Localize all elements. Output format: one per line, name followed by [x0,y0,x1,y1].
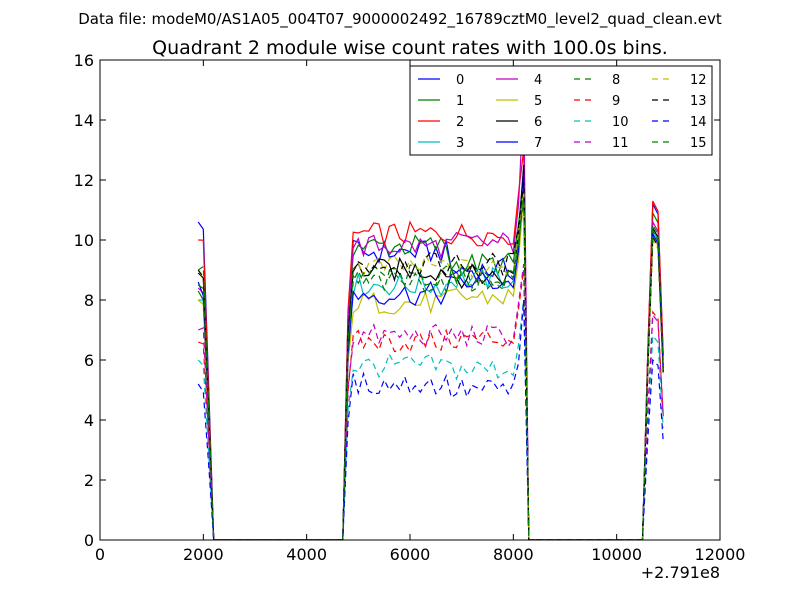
y-tick-label: 8 [84,291,94,310]
legend-label-1: 1 [456,94,464,109]
legend-label-7: 7 [534,136,542,151]
y-tick-label: 2 [84,471,94,490]
series-line-10 [197,299,664,540]
y-tick-label: 14 [74,111,94,130]
x-tick-label: 0 [95,545,105,564]
x-tick-label: 8000 [493,545,534,564]
chart-suptitle: Data file: modeM0/AS1A05_004T07_90000024… [78,10,722,29]
series-line-15 [197,200,664,540]
series-line-13 [197,182,664,540]
series-line-6 [197,164,664,540]
series-lines [197,95,664,540]
x-tick-label: 2000 [183,545,224,564]
x-tick-label: 12000 [695,545,746,564]
x-tick-label: 4000 [286,545,327,564]
legend-label-0: 0 [456,73,464,88]
series-line-1 [197,179,664,540]
series-line-0 [197,167,664,540]
series-line-7 [197,173,664,540]
legend-label-15: 15 [690,136,707,151]
x-tick-label: 10000 [591,545,642,564]
legend-box [409,65,713,156]
y-tick-label: 16 [74,51,94,70]
x-offset-label: +2.791e8 [641,563,720,582]
x-tick-label: 6000 [390,545,431,564]
y-tick-label: 0 [84,531,94,550]
series-line-2 [198,149,664,540]
y-tick-label: 12 [74,171,94,190]
legend-label-8: 8 [612,73,620,88]
series-line-5 [197,194,664,540]
series-line-11 [197,263,664,540]
legend-label-14: 14 [690,115,707,130]
legend-label-9: 9 [612,94,620,109]
legend-label-12: 12 [690,73,707,88]
y-tick-label: 6 [84,351,94,370]
legend-label-13: 13 [690,94,707,109]
series-line-3 [198,191,664,540]
legend-label-4: 4 [534,73,542,88]
legend-label-10: 10 [612,115,629,130]
legend-label-5: 5 [534,94,542,109]
legend-label-2: 2 [456,115,464,130]
y-tick-label: 4 [84,411,94,430]
series-line-8 [197,188,664,540]
legend-label-3: 3 [456,136,464,151]
y-tick-label: 10 [74,231,94,250]
legend-label-6: 6 [534,115,542,130]
series-line-4 [197,95,664,540]
chart-title: Quadrant 2 module wise count rates with … [152,37,668,59]
legend-label-11: 11 [612,136,629,151]
series-line-14 [197,299,664,540]
